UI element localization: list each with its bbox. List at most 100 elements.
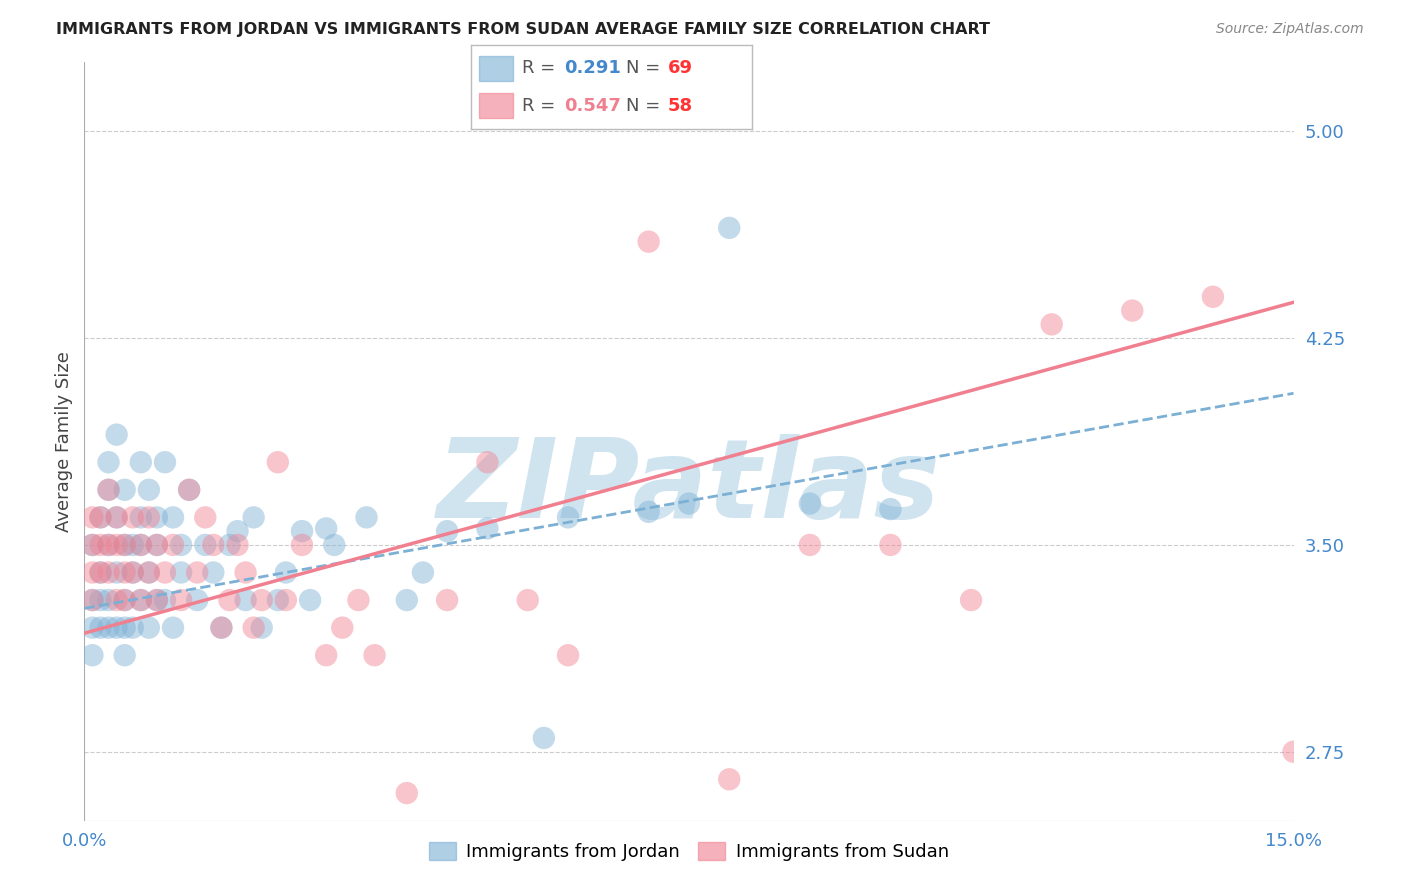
Point xyxy=(347,593,370,607)
Point xyxy=(121,566,143,580)
Point xyxy=(121,566,143,580)
Point xyxy=(153,566,176,580)
Point xyxy=(330,621,353,635)
Point xyxy=(82,593,104,607)
Point xyxy=(242,510,264,524)
Point xyxy=(1202,290,1225,304)
Point xyxy=(82,593,104,607)
Point xyxy=(179,483,201,497)
Point xyxy=(799,497,821,511)
Point xyxy=(146,593,169,607)
Point xyxy=(315,521,337,535)
Point xyxy=(138,621,160,635)
Point xyxy=(82,621,104,635)
Point xyxy=(97,538,120,552)
Point xyxy=(89,538,111,552)
Point xyxy=(162,538,184,552)
Point xyxy=(129,593,152,607)
Point xyxy=(879,502,901,516)
Point xyxy=(209,621,232,635)
Point xyxy=(153,455,176,469)
Point xyxy=(89,593,111,607)
Bar xyxy=(479,55,513,81)
Point xyxy=(315,648,337,663)
Point xyxy=(146,593,169,607)
Point xyxy=(129,593,152,607)
Point xyxy=(82,510,104,524)
Point xyxy=(477,455,499,469)
Point xyxy=(97,483,120,497)
Point xyxy=(105,593,128,607)
Point xyxy=(960,593,983,607)
Point xyxy=(82,538,104,552)
Point xyxy=(89,510,111,524)
Text: 58: 58 xyxy=(668,96,693,114)
Point xyxy=(138,483,160,497)
Point xyxy=(114,538,136,552)
Point xyxy=(129,455,152,469)
Point xyxy=(105,510,128,524)
Point xyxy=(114,593,136,607)
Point xyxy=(267,593,290,607)
Point xyxy=(89,566,111,580)
Point xyxy=(82,566,104,580)
Point xyxy=(267,455,290,469)
Point xyxy=(436,524,458,538)
Point xyxy=(146,538,169,552)
Point xyxy=(170,593,193,607)
Point xyxy=(218,538,240,552)
Point xyxy=(186,593,208,607)
Point xyxy=(250,593,273,607)
Point xyxy=(114,483,136,497)
Point xyxy=(105,510,128,524)
Point xyxy=(194,538,217,552)
Point xyxy=(235,593,257,607)
Point xyxy=(356,510,378,524)
Text: 0.547: 0.547 xyxy=(564,96,620,114)
Point xyxy=(97,455,120,469)
Point xyxy=(179,483,201,497)
Point xyxy=(718,220,741,235)
Point xyxy=(194,510,217,524)
Point xyxy=(89,621,111,635)
Point xyxy=(1040,318,1063,332)
Point xyxy=(105,566,128,580)
Point xyxy=(82,648,104,663)
Point xyxy=(153,593,176,607)
Text: N =: N = xyxy=(626,60,665,78)
Point xyxy=(209,621,232,635)
Point xyxy=(114,538,136,552)
Point xyxy=(170,566,193,580)
Point xyxy=(105,427,128,442)
Point xyxy=(121,538,143,552)
Point xyxy=(218,593,240,607)
Point xyxy=(291,524,314,538)
Text: 0.291: 0.291 xyxy=(564,60,620,78)
Point xyxy=(557,648,579,663)
Point xyxy=(138,566,160,580)
Point xyxy=(879,538,901,552)
Point xyxy=(395,786,418,800)
Point xyxy=(226,538,249,552)
Point xyxy=(89,566,111,580)
Point xyxy=(121,510,143,524)
Point xyxy=(114,621,136,635)
Point xyxy=(114,566,136,580)
Text: IMMIGRANTS FROM JORDAN VS IMMIGRANTS FROM SUDAN AVERAGE FAMILY SIZE CORRELATION : IMMIGRANTS FROM JORDAN VS IMMIGRANTS FRO… xyxy=(56,22,990,37)
Point xyxy=(129,538,152,552)
Point xyxy=(678,497,700,511)
Point xyxy=(274,593,297,607)
Point xyxy=(299,593,322,607)
Point xyxy=(718,772,741,787)
Point xyxy=(162,621,184,635)
Point xyxy=(121,621,143,635)
Point xyxy=(250,621,273,635)
Point xyxy=(138,566,160,580)
Point xyxy=(291,538,314,552)
Point xyxy=(637,235,659,249)
Point xyxy=(138,510,160,524)
Point xyxy=(516,593,538,607)
Point xyxy=(97,593,120,607)
Text: R =: R = xyxy=(522,96,561,114)
Point xyxy=(105,538,128,552)
